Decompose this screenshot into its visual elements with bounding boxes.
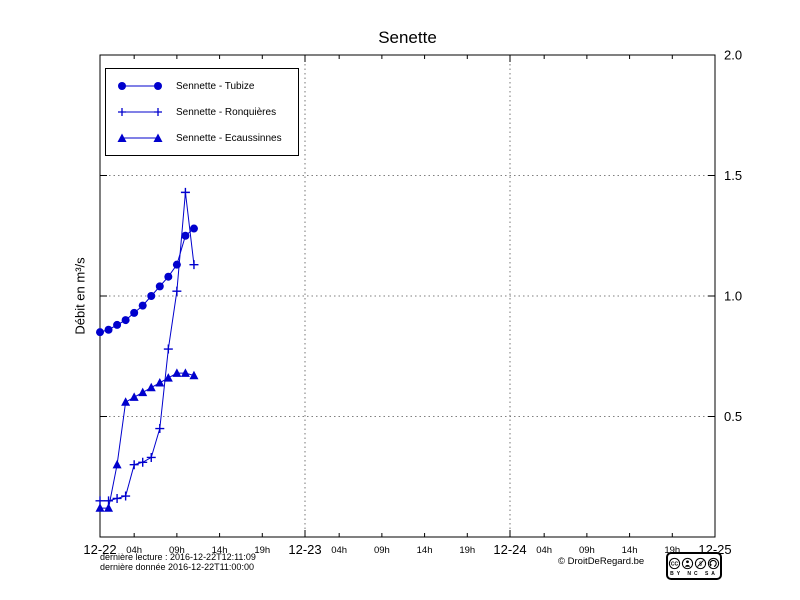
svg-text:14h: 14h xyxy=(212,545,228,556)
svg-text:0.5: 0.5 xyxy=(724,409,742,424)
footer-copyright: © DroitDeRegard.be xyxy=(558,556,645,567)
footer-last-read: dernière lecture : 2016-12-22T12:11:09 xyxy=(100,552,256,562)
legend-item-ronquieres: Sennette - Ronquières xyxy=(106,99,298,125)
legend-item-ecaussinnes: Sennette - Ecaussinnes xyxy=(106,125,298,151)
svg-text:12-22: 12-22 xyxy=(83,542,116,557)
cc-logo-icon: CC xyxy=(671,561,679,567)
sa-arrow-icon xyxy=(709,559,717,567)
svg-text:12-24: 12-24 xyxy=(493,542,526,557)
svg-text:04h: 04h xyxy=(331,545,347,556)
cc-license-badge: CC $ BY NC SA xyxy=(666,552,722,580)
chart-title: Senette xyxy=(378,28,437,47)
svg-text:14h: 14h xyxy=(417,545,433,556)
svg-text:04h: 04h xyxy=(126,545,142,556)
svg-text:04h: 04h xyxy=(536,545,552,556)
legend-label: Sennette - Ronquières xyxy=(176,106,277,118)
legend-item-tubize: Sennette - Tubize xyxy=(106,73,298,99)
cc-icons: CC $ xyxy=(668,557,720,569)
legend-plus-marker-icon xyxy=(118,108,162,116)
legend-circle-marker-icon xyxy=(118,82,162,90)
legend-label: Sennette - Tubize xyxy=(176,80,255,92)
legend-triangle-marker-icon xyxy=(117,133,163,142)
by-person-icon xyxy=(686,559,689,563)
footer-last-data: dernière donnée 2016-12-22T11:00:00 xyxy=(100,562,254,572)
svg-text:12-23: 12-23 xyxy=(288,542,321,557)
svg-text:1.0: 1.0 xyxy=(724,289,742,304)
svg-text:09h: 09h xyxy=(579,545,595,556)
svg-text:19h: 19h xyxy=(459,545,475,556)
svg-text:14h: 14h xyxy=(622,545,638,556)
legend: Sennette - Tubize Sennette - Ronquières … xyxy=(105,68,299,156)
svg-text:19h: 19h xyxy=(664,545,680,556)
svg-text:19h: 19h xyxy=(254,545,270,556)
legend-label: Sennette - Ecaussinnes xyxy=(176,132,282,144)
svg-text:2.0: 2.0 xyxy=(724,48,742,63)
svg-text:1.5: 1.5 xyxy=(724,168,742,183)
cc-license-text: BY NC SA xyxy=(670,570,718,577)
svg-text:09h: 09h xyxy=(374,545,390,556)
nc-dollar-icon: $ xyxy=(699,561,702,567)
svg-text:09h: 09h xyxy=(169,545,185,556)
